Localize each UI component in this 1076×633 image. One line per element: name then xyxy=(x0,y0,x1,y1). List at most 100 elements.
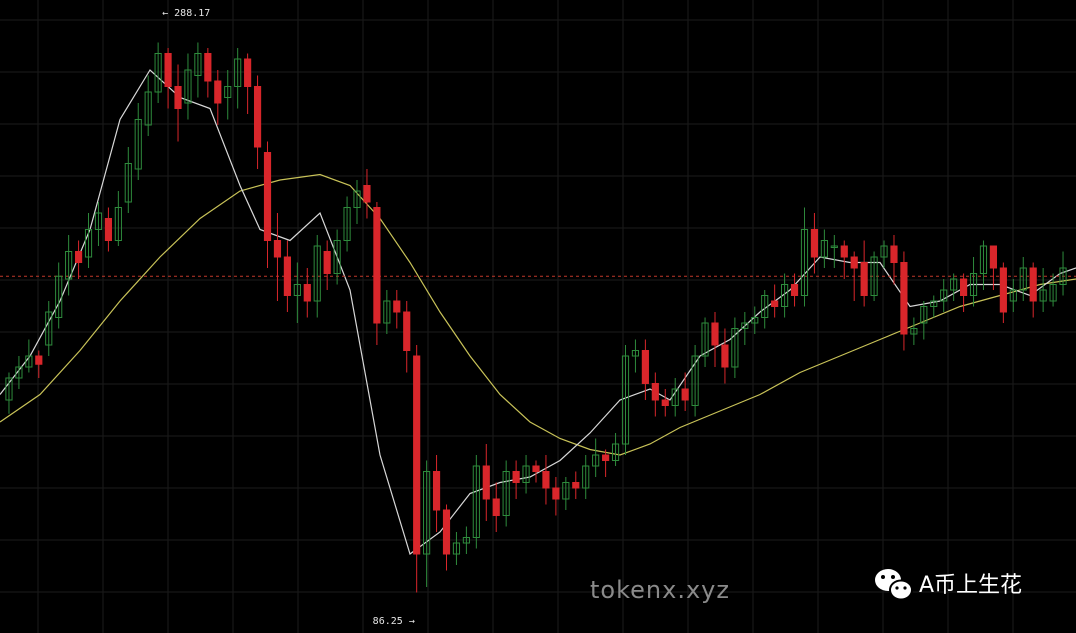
candle xyxy=(502,460,510,527)
candle-body-down xyxy=(552,487,560,500)
candle xyxy=(900,251,908,351)
candle-body-down xyxy=(174,86,182,109)
candle-body-down xyxy=(482,465,490,500)
low-price-label: 86.25 → xyxy=(373,616,415,627)
candle-body-up xyxy=(880,245,888,258)
candle xyxy=(204,48,212,98)
candle-body-down xyxy=(283,256,291,296)
candle xyxy=(522,455,530,494)
candle xyxy=(124,147,132,213)
candle xyxy=(35,350,43,378)
candle-body-down xyxy=(303,284,311,302)
candle-body-up xyxy=(154,53,162,93)
candle xyxy=(293,262,301,323)
candle xyxy=(472,455,480,549)
candle-body-down xyxy=(542,471,550,489)
candle-body-down xyxy=(850,256,858,269)
candle-body-up xyxy=(333,240,341,274)
candle xyxy=(353,180,361,224)
candle-body-up xyxy=(313,245,321,302)
candle xyxy=(542,455,550,505)
candle xyxy=(701,317,709,367)
candle xyxy=(820,229,828,268)
candle xyxy=(45,301,53,356)
candle-body-up xyxy=(55,275,63,318)
candle-body-up xyxy=(293,284,301,296)
candle-body-up xyxy=(671,388,679,406)
candle xyxy=(5,372,13,414)
candle-body-down xyxy=(373,207,381,324)
candle-body-up xyxy=(582,465,590,489)
candle xyxy=(621,345,630,455)
candle xyxy=(403,301,411,373)
candle-body-down xyxy=(273,240,282,258)
candle-body-up xyxy=(701,322,709,357)
candle xyxy=(25,339,33,373)
candle xyxy=(253,75,262,169)
candle xyxy=(721,328,729,384)
candle xyxy=(641,339,649,400)
candle xyxy=(651,372,659,417)
candle xyxy=(611,433,620,466)
candle-body-up xyxy=(472,465,480,538)
candle-body-up xyxy=(761,295,769,318)
candle-body-down xyxy=(840,245,848,258)
candle-body-up xyxy=(124,163,132,203)
candle-body-down xyxy=(413,355,421,555)
wechat-icon xyxy=(875,569,913,601)
candle-body-up xyxy=(611,443,620,461)
candle-body-up xyxy=(830,245,838,248)
candle-body-up xyxy=(234,58,242,87)
candle xyxy=(313,235,321,318)
candle-body-down xyxy=(532,465,540,472)
candle-body-up xyxy=(930,300,938,307)
candle-body-up xyxy=(462,537,470,544)
candle xyxy=(572,471,580,499)
candle-body-up xyxy=(65,251,73,280)
candle xyxy=(681,372,689,411)
candle xyxy=(1059,251,1067,296)
candle-body-down xyxy=(263,152,272,241)
candle-body-up xyxy=(1039,289,1047,302)
watermark-site: tokenx.xyz xyxy=(590,576,730,604)
candle-body-up xyxy=(781,284,789,307)
candle-body-up xyxy=(45,311,53,346)
candle-body-up xyxy=(1009,289,1017,302)
candle xyxy=(283,240,291,312)
candle-body-up xyxy=(820,240,828,258)
candle-body-up xyxy=(800,229,809,296)
candle xyxy=(830,235,838,268)
candle xyxy=(999,262,1007,323)
candle xyxy=(174,64,182,142)
candle xyxy=(452,532,461,565)
candle-body-up xyxy=(631,350,640,357)
candle xyxy=(154,42,162,103)
candle xyxy=(114,191,122,246)
candle-body-up xyxy=(731,328,739,368)
candle-body-up xyxy=(134,119,142,170)
candle-body-up xyxy=(5,377,13,401)
candle-body-down xyxy=(651,383,659,401)
candle xyxy=(512,460,520,499)
candle xyxy=(761,290,769,329)
candle-body-down xyxy=(432,471,441,511)
candle-body-down xyxy=(104,218,112,241)
candle-body-up xyxy=(920,306,928,324)
candle-body-down xyxy=(393,300,401,313)
candle xyxy=(224,70,232,120)
candle xyxy=(144,75,152,136)
candle xyxy=(323,240,331,290)
candle-body-up xyxy=(979,245,988,274)
candle xyxy=(582,455,590,499)
candle xyxy=(741,312,749,345)
candle-body-down xyxy=(1029,267,1037,302)
candle xyxy=(1009,279,1017,312)
candle xyxy=(244,53,252,114)
high-price-label: ← 288.17 xyxy=(162,8,210,19)
candles xyxy=(5,42,1067,593)
candle xyxy=(373,202,381,345)
candle-body-down xyxy=(989,245,998,269)
candle-body-up xyxy=(114,207,122,241)
candle xyxy=(979,240,988,290)
